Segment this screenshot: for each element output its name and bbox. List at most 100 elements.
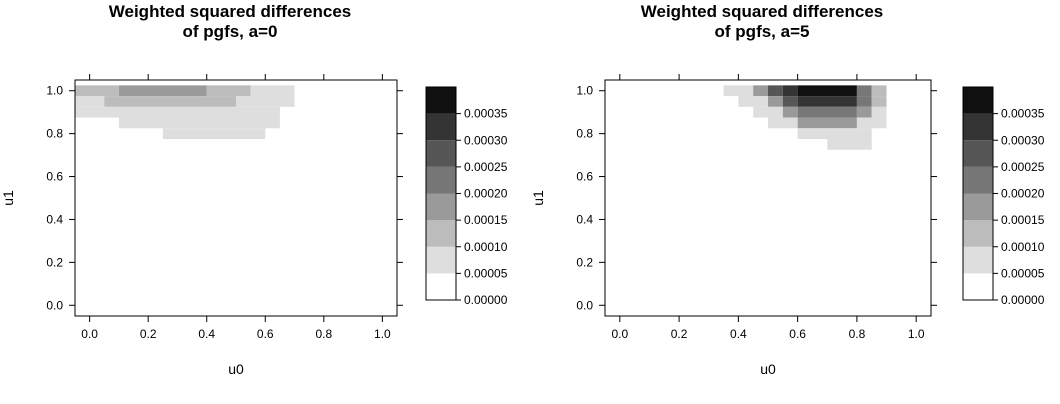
plot-frame bbox=[604, 79, 932, 317]
color-key: 0.00000 0.00005 0.00010 0.00015 0.00020 0.000… bbox=[425, 86, 508, 307]
heat-cell bbox=[75, 96, 105, 107]
color-key-label: 0.00025 bbox=[1001, 160, 1045, 174]
x-axis-label: u0 bbox=[760, 361, 776, 377]
heat-cell bbox=[768, 117, 798, 129]
color-key-band bbox=[963, 113, 993, 141]
y-tick-label: 0.8 bbox=[46, 127, 63, 141]
color-key-label: 0.00000 bbox=[1001, 293, 1045, 307]
heat-cell bbox=[723, 85, 754, 97]
x-tick-label: 0.6 bbox=[257, 327, 274, 341]
heat-cell bbox=[738, 96, 768, 107]
heat-cell bbox=[768, 96, 783, 107]
y-tick-label: 0.2 bbox=[576, 255, 593, 269]
y-tick-label: 0.8 bbox=[576, 127, 593, 141]
color-key-band bbox=[963, 273, 993, 300]
x-axis-label: u0 bbox=[228, 361, 244, 377]
x-tick-label: 0.0 bbox=[611, 327, 628, 341]
chart-title-line: Weighted squared differences bbox=[641, 2, 883, 21]
heat-cell bbox=[118, 85, 207, 97]
heat-cell bbox=[236, 96, 295, 107]
color-key-band bbox=[426, 193, 456, 221]
heat-cell bbox=[856, 96, 872, 107]
color-key-label: 0.00030 bbox=[1001, 133, 1045, 147]
color-key-band bbox=[426, 140, 456, 167]
heat-cell bbox=[856, 106, 872, 118]
chart-title-line: Weighted squared differences bbox=[109, 2, 351, 21]
heat-cell bbox=[797, 117, 857, 129]
color-key-band bbox=[963, 193, 993, 221]
heat-cell bbox=[797, 96, 857, 107]
y-tick-label: 0.6 bbox=[576, 170, 593, 184]
chart-title-line: of pgfs, a=0 bbox=[183, 22, 278, 41]
y-axis-label: u1 bbox=[0, 190, 16, 206]
heat-cell bbox=[104, 96, 236, 107]
x-tick-label: 0.6 bbox=[789, 327, 806, 341]
color-key-label: 0.00035 bbox=[464, 107, 508, 121]
color-key-band bbox=[963, 246, 993, 274]
color-key-band bbox=[963, 87, 993, 114]
heat-cells bbox=[723, 85, 887, 150]
color-key-band bbox=[426, 113, 456, 141]
color-key-label: 0.00020 bbox=[1001, 187, 1045, 201]
heat-cell bbox=[75, 106, 280, 118]
heat-cell bbox=[782, 106, 798, 118]
color-key-label: 0.00015 bbox=[464, 213, 508, 227]
y-tick-label: 1.0 bbox=[576, 84, 593, 98]
color-key-label: 0.00005 bbox=[464, 266, 508, 280]
heat-cell bbox=[797, 128, 872, 139]
heat-cell bbox=[871, 96, 887, 107]
color-key-label: 0.00010 bbox=[1001, 240, 1045, 254]
color-key-band bbox=[426, 166, 456, 194]
color-key-label: 0.00010 bbox=[464, 240, 508, 254]
y-tick-label: 1.0 bbox=[46, 84, 63, 98]
y-tick-label: 0.0 bbox=[576, 298, 593, 312]
heat-cell bbox=[753, 85, 768, 97]
color-key-label: 0.00025 bbox=[464, 160, 508, 174]
heat-cell bbox=[118, 117, 280, 129]
heat-cell bbox=[797, 85, 857, 97]
heat-cell bbox=[856, 85, 872, 97]
color-key-label: 0.00005 bbox=[1001, 266, 1045, 280]
x-tick-label: 0.0 bbox=[81, 327, 98, 341]
color-key-label: 0.00015 bbox=[1001, 213, 1045, 227]
y-tick-label: 0.0 bbox=[46, 298, 63, 312]
chart-title-line: of pgfs, a=5 bbox=[715, 22, 810, 41]
y-tick-label: 0.4 bbox=[576, 212, 593, 226]
color-key-band bbox=[426, 87, 456, 114]
x-tick-label: 0.4 bbox=[730, 327, 747, 341]
heat-cell bbox=[75, 85, 119, 97]
y-tick-label: 0.4 bbox=[46, 212, 63, 226]
x-tick-label: 0.8 bbox=[315, 327, 332, 341]
color-key-label: 0.00000 bbox=[464, 293, 508, 307]
color-key-band bbox=[426, 246, 456, 274]
x-tick-label: 0.2 bbox=[671, 327, 688, 341]
heat-cell bbox=[871, 85, 887, 97]
color-key-band bbox=[426, 220, 456, 247]
heat-cell bbox=[250, 85, 295, 97]
heat-cell bbox=[871, 106, 887, 118]
y-tick-label: 0.6 bbox=[46, 170, 63, 184]
x-tick-label: 0.8 bbox=[849, 327, 866, 341]
heat-cell bbox=[162, 128, 266, 139]
color-key-label: 0.00035 bbox=[1001, 107, 1045, 121]
color-key-band bbox=[426, 273, 456, 300]
color-key-band bbox=[963, 166, 993, 194]
y-axis-label: u1 bbox=[530, 190, 546, 206]
color-key: 0.00000 0.00005 0.00010 0.00015 0.00020 0.000… bbox=[962, 86, 1045, 307]
heat-cell bbox=[827, 139, 872, 150]
plot-frame bbox=[74, 79, 398, 317]
color-key-label: 0.00030 bbox=[464, 133, 508, 147]
heat-cell bbox=[797, 106, 857, 118]
x-tick-label: 1.0 bbox=[908, 327, 925, 341]
x-tick-label: 0.4 bbox=[198, 327, 215, 341]
y-tick-label: 0.2 bbox=[46, 255, 63, 269]
heat-cell bbox=[768, 85, 783, 97]
heat-cell bbox=[856, 117, 887, 129]
x-tick-label: 1.0 bbox=[374, 327, 391, 341]
heat-cell bbox=[753, 106, 783, 118]
heat-cells bbox=[75, 85, 295, 139]
color-key-band bbox=[963, 140, 993, 167]
